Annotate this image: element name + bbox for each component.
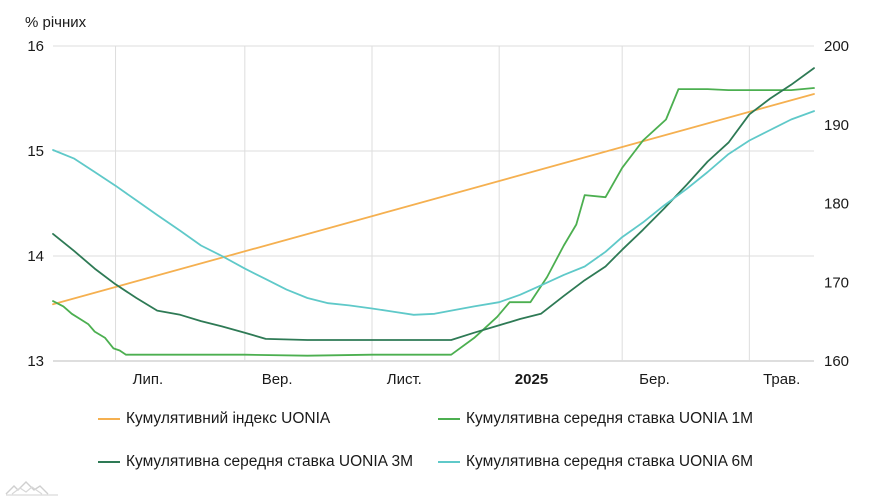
- y-right-tick-label: 200: [824, 38, 849, 55]
- grid: [53, 45, 814, 362]
- y-left-tick-label: 14: [27, 248, 44, 265]
- y-axis-left: 13 14 15 16: [27, 38, 44, 370]
- y-right-tick-label: 190: [824, 117, 849, 134]
- y-left-tick-label: 13: [27, 353, 44, 370]
- x-axis: Лип. Вер. Лист. 2025 Бер. Трав.: [133, 371, 801, 388]
- x-tick-label: Бер.: [639, 371, 670, 388]
- series-line-0: [52, 93, 815, 306]
- y-left-tick-label: 16: [27, 38, 44, 55]
- y-axis-right: 160 170 180 190 200: [824, 38, 849, 370]
- x-tick-label: 2025: [515, 371, 548, 388]
- footer-logo: [5, 481, 58, 496]
- y-unit-label: % річних: [25, 14, 87, 31]
- series-line-3: [52, 110, 815, 316]
- y-right-tick-label: 160: [824, 353, 849, 370]
- x-tick-label: Трав.: [763, 371, 800, 388]
- y-right-tick-label: 180: [824, 196, 849, 213]
- y-right-tick-label: 170: [824, 274, 849, 291]
- series-line-2: [52, 67, 815, 341]
- x-tick-label: Лип.: [133, 371, 164, 388]
- y-left-tick-label: 15: [27, 143, 44, 160]
- series-line-1: [52, 87, 815, 357]
- x-tick-label: Лист.: [387, 371, 422, 388]
- x-tick-label: Вер.: [262, 371, 293, 388]
- series-lines: [52, 67, 815, 357]
